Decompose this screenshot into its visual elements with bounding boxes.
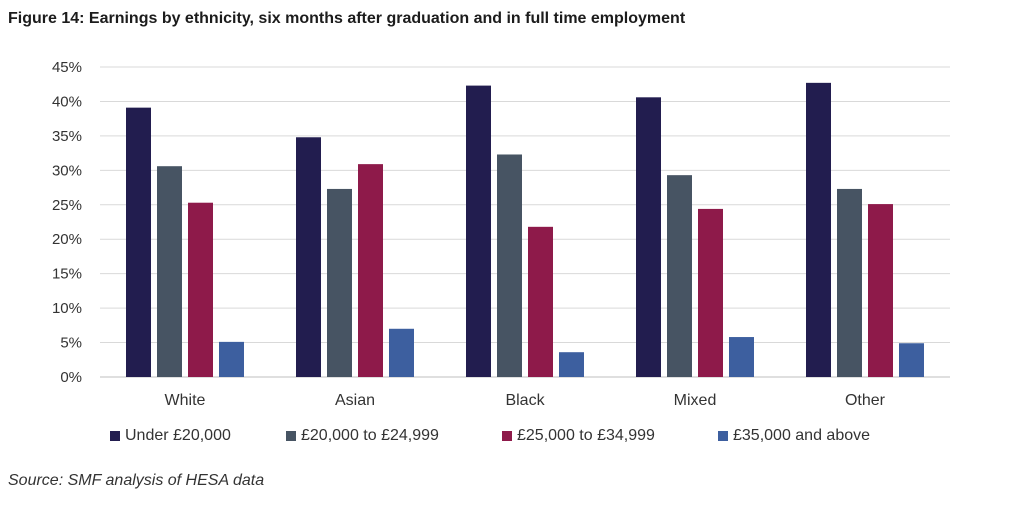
bar-other-series-3 <box>868 204 893 377</box>
legend-item: £35,000 and above <box>718 427 870 445</box>
category-label-black: Black <box>505 392 545 409</box>
chart-title: Figure 14: Earnings by ethnicity, six mo… <box>8 10 686 27</box>
legend-label: Under £20,000 <box>125 427 231 444</box>
y-tick-label: 5% <box>60 335 82 352</box>
y-tick-label: 25% <box>52 197 82 214</box>
category-label-white: White <box>165 392 206 409</box>
y-tick-label: 10% <box>52 300 82 317</box>
bar-black-series-1 <box>466 85 491 377</box>
bar-mixed-series-3 <box>698 208 723 377</box>
y-tick-label: 30% <box>52 162 82 179</box>
legend-swatch <box>110 431 120 441</box>
category-label-other: Other <box>845 392 886 409</box>
bar-mixed-series-4 <box>729 337 754 377</box>
legend-item: Under £20,000 <box>110 427 231 445</box>
bar-other-series-1 <box>806 82 831 377</box>
bar-asian-series-4 <box>389 328 414 377</box>
source-note: Source: SMF analysis of HESA data <box>8 472 265 489</box>
legend-label: £25,000 to £34,999 <box>517 427 655 444</box>
legend-item: £25,000 to £34,999 <box>502 427 655 445</box>
bar-white-series-3 <box>188 202 213 377</box>
bar-mixed-series-1 <box>636 97 661 378</box>
bar-black-series-3 <box>528 226 553 377</box>
bar-asian-series-3 <box>358 164 383 377</box>
legend-label: £20,000 to £24,999 <box>301 427 439 444</box>
y-tick-label: 35% <box>52 128 82 145</box>
bar-other-series-2 <box>837 188 862 377</box>
bar-white-series-2 <box>157 166 182 377</box>
y-tick-label: 15% <box>52 266 82 283</box>
bar-white-series-1 <box>126 107 151 378</box>
legend-swatch <box>286 431 296 441</box>
y-tick-label: 40% <box>52 93 82 110</box>
legend-swatch <box>718 431 728 441</box>
bar-white-series-4 <box>219 341 244 377</box>
bar-black-series-2 <box>497 154 522 377</box>
bar-black-series-4 <box>559 352 584 377</box>
bar-chart: 0% 5% 10% 15% 20% 25% 30% 35% 40% 45% White Asian B… <box>52 59 950 409</box>
bar-asian-series-1 <box>296 137 321 377</box>
category-label-asian: Asian <box>335 392 375 409</box>
y-tick-label: 20% <box>52 231 82 248</box>
bar-asian-series-2 <box>327 188 352 377</box>
legend-label: £35,000 and above <box>733 427 871 444</box>
legend-swatch <box>502 431 512 441</box>
category-labels: White Asian Black Mixed Other <box>165 392 886 409</box>
bar-mixed-series-2 <box>667 175 692 377</box>
category-label-mixed: Mixed <box>674 392 717 409</box>
legend: Under £20,000 £20,000 to £24,999 £25,000 t… <box>0 427 1024 451</box>
bars <box>126 82 924 378</box>
legend-item: £20,000 to £24,999 <box>286 427 439 445</box>
bar-other-series-4 <box>899 343 924 377</box>
y-axis-ticks: 0% 5% 10% 15% 20% 25% 30% 35% 40% 45% <box>52 59 82 386</box>
y-tick-label: 0% <box>60 369 82 386</box>
y-tick-label: 45% <box>52 59 82 76</box>
